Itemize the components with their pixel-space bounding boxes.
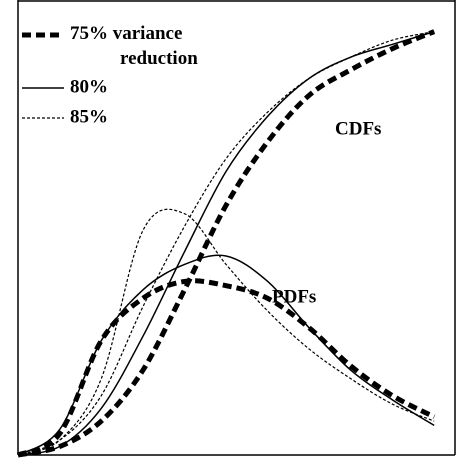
curve-cdf xyxy=(17,29,436,458)
curve-cdf xyxy=(17,31,435,456)
legend-label: 85% xyxy=(70,106,108,127)
curve-pdf xyxy=(17,208,435,456)
annotation: CDFs xyxy=(335,118,381,139)
legend-label: 75% variance reduction xyxy=(70,23,198,69)
curve-pdf xyxy=(17,254,435,456)
curve-cdf xyxy=(17,30,435,456)
annotation: PDFs xyxy=(272,286,316,307)
plot-frame xyxy=(17,0,456,456)
legend-label: 80% xyxy=(70,76,108,97)
curve-pdf xyxy=(16,278,436,458)
